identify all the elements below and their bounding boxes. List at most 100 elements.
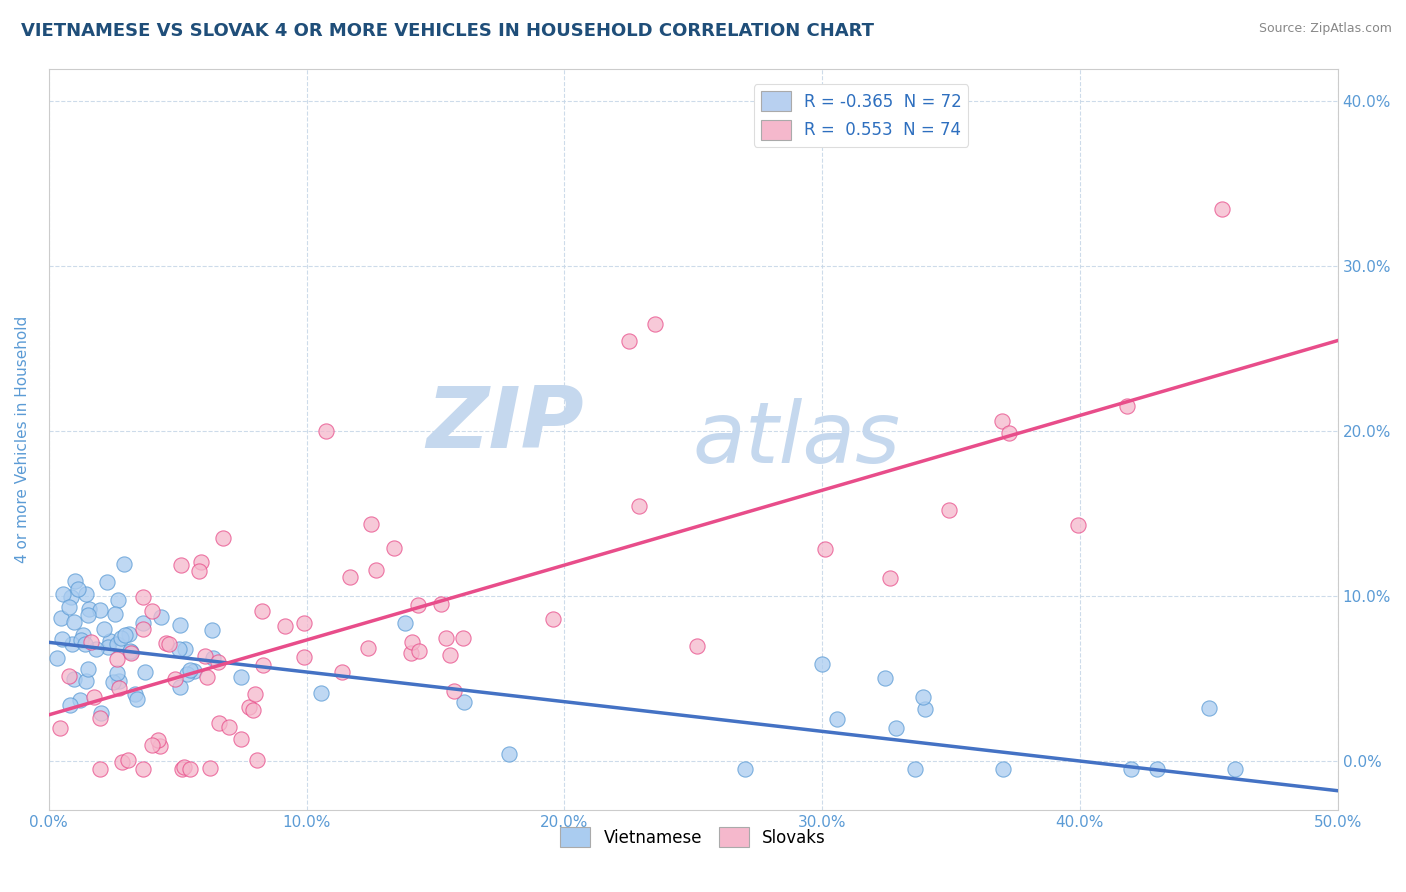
Point	[498, 747, 520, 761]
Point	[211, 532, 233, 546]
Text: atlas: atlas	[692, 398, 900, 481]
Point	[173, 760, 195, 774]
Point	[51, 632, 73, 647]
Point	[382, 541, 405, 556]
Point	[274, 618, 297, 632]
Point	[59, 698, 82, 713]
Point	[1198, 701, 1220, 715]
Point	[250, 604, 273, 618]
Point	[541, 612, 564, 626]
Point	[77, 602, 100, 616]
Point	[938, 503, 960, 517]
Point	[734, 762, 756, 776]
Point	[904, 762, 927, 776]
Point	[45, 651, 67, 665]
Point	[76, 662, 98, 676]
Point	[114, 628, 136, 642]
Point	[58, 599, 80, 614]
Point	[176, 667, 198, 681]
Point	[157, 638, 180, 652]
Point	[1146, 762, 1168, 776]
Point	[165, 672, 187, 686]
Point	[991, 762, 1014, 776]
Point	[879, 571, 901, 585]
Point	[105, 665, 128, 680]
Point	[117, 753, 139, 767]
Point	[198, 761, 221, 775]
Point	[991, 414, 1014, 428]
Point	[195, 670, 218, 684]
Point	[60, 637, 83, 651]
Point	[243, 687, 266, 701]
Point	[229, 731, 252, 746]
Point	[229, 670, 252, 684]
Point	[134, 665, 156, 679]
Point	[172, 762, 194, 776]
Point	[194, 648, 217, 663]
Point	[63, 615, 86, 630]
Point	[169, 680, 191, 694]
Point	[132, 616, 155, 631]
Point	[357, 640, 380, 655]
Point	[118, 627, 141, 641]
Point	[429, 598, 451, 612]
Point	[187, 564, 209, 578]
Point	[190, 555, 212, 569]
Point	[75, 674, 97, 689]
Point	[179, 663, 201, 677]
Point	[360, 516, 382, 531]
Point	[927, 122, 949, 136]
Point	[998, 425, 1021, 440]
Point	[107, 593, 129, 607]
Y-axis label: 4 or more Vehicles in Household: 4 or more Vehicles in Household	[15, 316, 30, 563]
Point	[179, 762, 201, 776]
Point	[1067, 518, 1090, 533]
Point	[309, 686, 332, 700]
Point	[218, 720, 240, 734]
Point	[96, 575, 118, 590]
Point	[238, 699, 260, 714]
Point	[155, 636, 177, 650]
Point	[58, 669, 80, 683]
Point	[108, 674, 131, 689]
Point	[201, 650, 224, 665]
Point	[914, 702, 936, 716]
Point	[89, 711, 111, 725]
Point	[366, 563, 388, 577]
Point	[72, 628, 94, 642]
Point	[63, 574, 86, 589]
Point	[1211, 202, 1233, 216]
Text: ZIP: ZIP	[426, 384, 583, 467]
Point	[1223, 762, 1246, 776]
Point	[208, 716, 231, 731]
Point	[79, 634, 101, 648]
Point	[69, 632, 91, 647]
Point	[98, 634, 121, 648]
Point	[150, 609, 173, 624]
Point	[149, 739, 172, 753]
Point	[89, 762, 111, 776]
Point	[84, 642, 107, 657]
Point	[110, 631, 132, 645]
Point	[811, 657, 834, 672]
Point	[242, 704, 264, 718]
Point	[97, 640, 120, 655]
Point	[105, 637, 128, 651]
Point	[408, 644, 430, 658]
Point	[169, 617, 191, 632]
Point	[75, 587, 97, 601]
Point	[66, 582, 89, 596]
Point	[201, 623, 224, 637]
Point	[132, 762, 155, 776]
Point	[401, 634, 423, 648]
Text: VIETNAMESE VS SLOVAK 4 OR MORE VEHICLES IN HOUSEHOLD CORRELATION CHART: VIETNAMESE VS SLOVAK 4 OR MORE VEHICLES …	[21, 22, 875, 40]
Point	[49, 721, 72, 735]
Point	[146, 733, 169, 747]
Text: Source: ZipAtlas.com: Source: ZipAtlas.com	[1258, 22, 1392, 36]
Point	[90, 706, 112, 721]
Point	[451, 631, 474, 645]
Point	[60, 590, 83, 604]
Point	[439, 648, 461, 663]
Point	[330, 665, 353, 680]
Point	[89, 603, 111, 617]
